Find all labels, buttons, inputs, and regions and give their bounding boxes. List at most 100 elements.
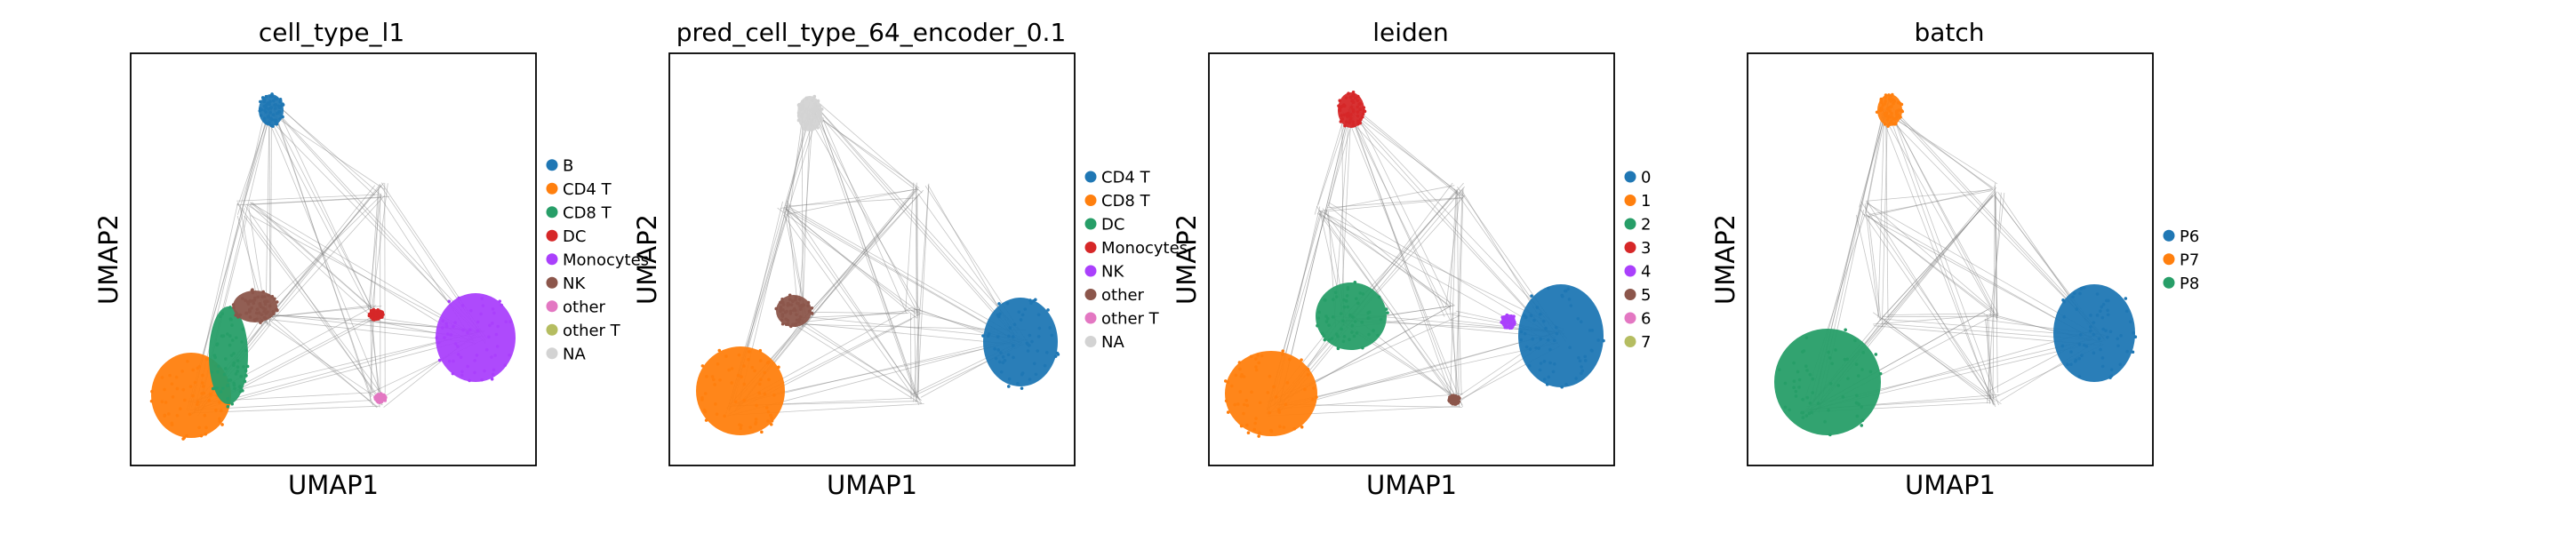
cell-point (437, 358, 442, 362)
cell-point (981, 334, 985, 338)
cell-point (1836, 384, 1841, 387)
graph-edge (249, 196, 382, 205)
cell-point (262, 118, 267, 123)
cell-point (2108, 376, 2112, 379)
graph-edge (905, 182, 915, 313)
legend-label: B (563, 156, 573, 175)
cell-point (1244, 398, 1249, 402)
cell-point (252, 299, 255, 303)
cell-point (1242, 411, 1245, 416)
graph-edge (1457, 189, 1460, 395)
cell-point (798, 317, 802, 322)
y-axis-label: UMAP2 (93, 214, 124, 305)
cell-point (1348, 95, 1353, 99)
cell-point (1356, 114, 1360, 118)
cell-point (226, 397, 230, 401)
cell-point (1056, 353, 1060, 356)
cell-point (2095, 314, 2100, 317)
cell-point (1349, 113, 1353, 116)
cell-point (1032, 362, 1036, 366)
cell-point (788, 293, 792, 298)
cell-point (269, 116, 273, 121)
cluster-cd8-t (209, 306, 248, 404)
graph-edge (1449, 192, 1457, 311)
graph-edge (1860, 201, 1995, 398)
cell-point (245, 300, 250, 304)
graph-edge (785, 208, 921, 401)
panel-title: leiden (1372, 18, 1449, 47)
graph-edge (278, 106, 375, 196)
cell-point (484, 347, 489, 352)
legend-marker (1624, 195, 1636, 206)
cell-point (456, 353, 460, 356)
cell-point (780, 318, 784, 322)
graph-edge (916, 182, 918, 318)
cell-point (207, 398, 212, 402)
graph-edge (783, 208, 1017, 342)
plot-frame (1747, 52, 2154, 466)
legend-label: 2 (1641, 216, 1651, 235)
cell-point (267, 115, 271, 119)
graph-edge (250, 202, 372, 308)
cell-point (210, 370, 214, 374)
cell-point (220, 312, 225, 316)
cell-point (503, 363, 508, 367)
legend: P6 P7 P8 (2163, 227, 2199, 293)
cell-point (788, 309, 793, 314)
cell-point (452, 359, 455, 363)
cell-point (1257, 434, 1260, 438)
graph-edge (1351, 115, 1452, 397)
cell-point (1026, 349, 1030, 353)
graph-edge (264, 114, 477, 331)
cell-point (239, 374, 244, 378)
cell-point (788, 324, 793, 329)
cell-point (1338, 106, 1342, 110)
cell-point (1306, 367, 1310, 371)
cell-point (1511, 322, 1516, 326)
cell-point (449, 333, 453, 337)
cell-point (737, 353, 741, 357)
cell-point (1856, 374, 1860, 378)
panel-batch: batch UMAP1 UMAP2 P6 P7 P8 (1710, 18, 2199, 500)
cell-point (170, 421, 174, 426)
cell-point (459, 355, 463, 359)
graph-edge (1864, 203, 1879, 316)
cell-point (1788, 408, 1791, 412)
cell-point (1860, 405, 1864, 409)
cell-point (1881, 103, 1885, 107)
legend-label: NA (563, 345, 586, 363)
legend-marker (1624, 242, 1636, 253)
graph-edge (1889, 115, 1992, 400)
cell-point (380, 399, 384, 402)
cluster-1 (1225, 351, 1317, 436)
cell-point (810, 311, 814, 315)
cell-point (218, 401, 221, 404)
legend-marker (2163, 276, 2175, 289)
panel-title: batch (1914, 18, 1984, 47)
cell-point (700, 364, 705, 368)
cell-point (1324, 320, 1329, 323)
cell-point (2084, 344, 2089, 348)
cell-point (736, 373, 740, 378)
graph-edge (1458, 311, 1462, 395)
cell-point (242, 365, 245, 369)
cell-point (247, 310, 252, 314)
cell-point (453, 342, 458, 346)
cell-point (1880, 106, 1884, 110)
graph-edge (1452, 313, 1457, 396)
cell-point (1348, 121, 1352, 125)
graph-edge (809, 187, 917, 315)
graph-edge (1877, 108, 1885, 318)
cell-point (727, 368, 731, 372)
cell-point (1548, 347, 1552, 352)
cell-point (1258, 401, 1262, 405)
cell-point (2069, 362, 2073, 367)
cell-point (1535, 306, 1540, 309)
cell-point (1846, 377, 1850, 380)
cell-point (481, 304, 485, 307)
graph-edge (1341, 111, 1560, 346)
cell-point (755, 403, 758, 408)
cell-point (2092, 321, 2096, 324)
cell-point (453, 321, 457, 324)
graph-edge (1987, 192, 2002, 404)
